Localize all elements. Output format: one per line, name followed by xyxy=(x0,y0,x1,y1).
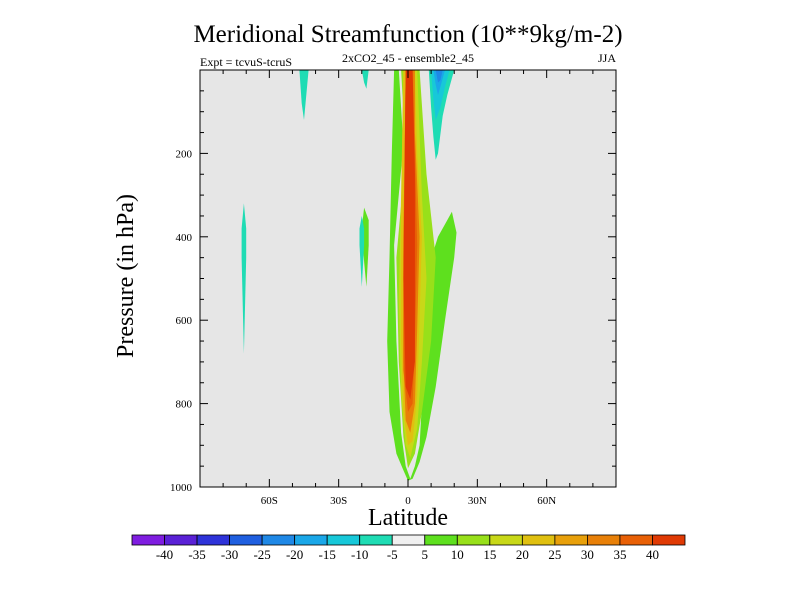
colorbar-label: 10 xyxy=(451,547,464,562)
colorbar-swatch xyxy=(131,534,165,546)
colorbar-swatch xyxy=(424,534,458,546)
contour-region-9-level--5 xyxy=(361,70,369,89)
colorbar-swatch xyxy=(619,534,653,546)
colorbar-swatch xyxy=(164,534,198,546)
colorbar: -40 -35 -30 -25 -20 -15 -10 -5 5 10 15 20 25 30 35 40 xyxy=(131,534,686,562)
contour-region-14-level--15 xyxy=(433,70,445,95)
y-axis-label: Pressure (in hPa) xyxy=(113,194,139,358)
x-tick-label: 30S xyxy=(330,495,347,507)
colorbar-swatch xyxy=(456,534,491,546)
contour-region-10-level--5 xyxy=(241,203,247,354)
x-tick-label: 30N xyxy=(468,495,487,507)
contour-region-0-level-10 xyxy=(387,70,457,481)
x-tick-label: 60S xyxy=(261,495,278,507)
season-label: JJA xyxy=(598,51,616,65)
colorbar-swatch xyxy=(652,534,686,546)
colorbar-swatch xyxy=(294,534,328,546)
colorbar-label: -40 xyxy=(156,547,173,562)
colorbar-label: 40 xyxy=(646,547,659,562)
y-tick-label: 200 xyxy=(176,148,193,160)
colorbar-label: -5 xyxy=(387,547,398,562)
colorbar-label: -35 xyxy=(188,547,205,562)
y-tick-label: 600 xyxy=(176,315,193,327)
colorbar-swatch xyxy=(554,534,588,546)
colorbar-swatch xyxy=(391,534,426,546)
colorbar-swatch xyxy=(489,534,523,546)
colorbar-swatch xyxy=(521,534,556,546)
colorbar-label: 5 xyxy=(422,547,429,562)
contour-region-11-level--5 xyxy=(359,215,365,287)
colorbar-label: 20 xyxy=(516,547,529,562)
contour-region-7-level-40 xyxy=(403,70,415,400)
plot-area xyxy=(200,70,616,487)
colorbar-label: 35 xyxy=(613,547,626,562)
experiment-label: Expt = tcvuS-tcruS xyxy=(200,55,292,69)
x-axis-label: Latitude xyxy=(368,505,448,531)
colorbar-label: 25 xyxy=(548,547,561,562)
x-tick-label: 0 xyxy=(405,495,411,507)
colorbar-label: -15 xyxy=(319,547,336,562)
colorbar-label: -25 xyxy=(253,547,270,562)
y-tick-label: 1000 xyxy=(170,482,193,494)
axes: 60S 30S 0 30N 60N 200 400 600 800 1000 xyxy=(170,69,617,507)
y-tick-label: 800 xyxy=(176,399,193,411)
colorbar-label: -20 xyxy=(286,547,303,562)
colorbar-swatch xyxy=(229,534,263,546)
contour-region-8-level--5 xyxy=(299,70,309,120)
colorbar-label: -30 xyxy=(221,547,238,562)
contour-region-15-level--20 xyxy=(435,70,443,83)
colorbar-swatch xyxy=(587,534,621,546)
x-tick-label: 60N xyxy=(537,495,556,507)
colorbar-swatch xyxy=(326,534,361,546)
chart-title: Meridional Streamfunction (10**9kg/m-2) xyxy=(193,21,622,48)
colorbar-swatch xyxy=(196,534,230,546)
colorbar-label: -10 xyxy=(351,547,368,562)
colorbar-label: 30 xyxy=(581,547,594,562)
colorbar-label: 15 xyxy=(483,547,496,562)
chart-subtitle: 2xCO2_45 - ensemble2_45 xyxy=(342,51,474,65)
y-tick-label: 400 xyxy=(176,232,193,244)
colorbar-swatch xyxy=(359,534,393,546)
colorbar-swatch xyxy=(261,534,296,546)
